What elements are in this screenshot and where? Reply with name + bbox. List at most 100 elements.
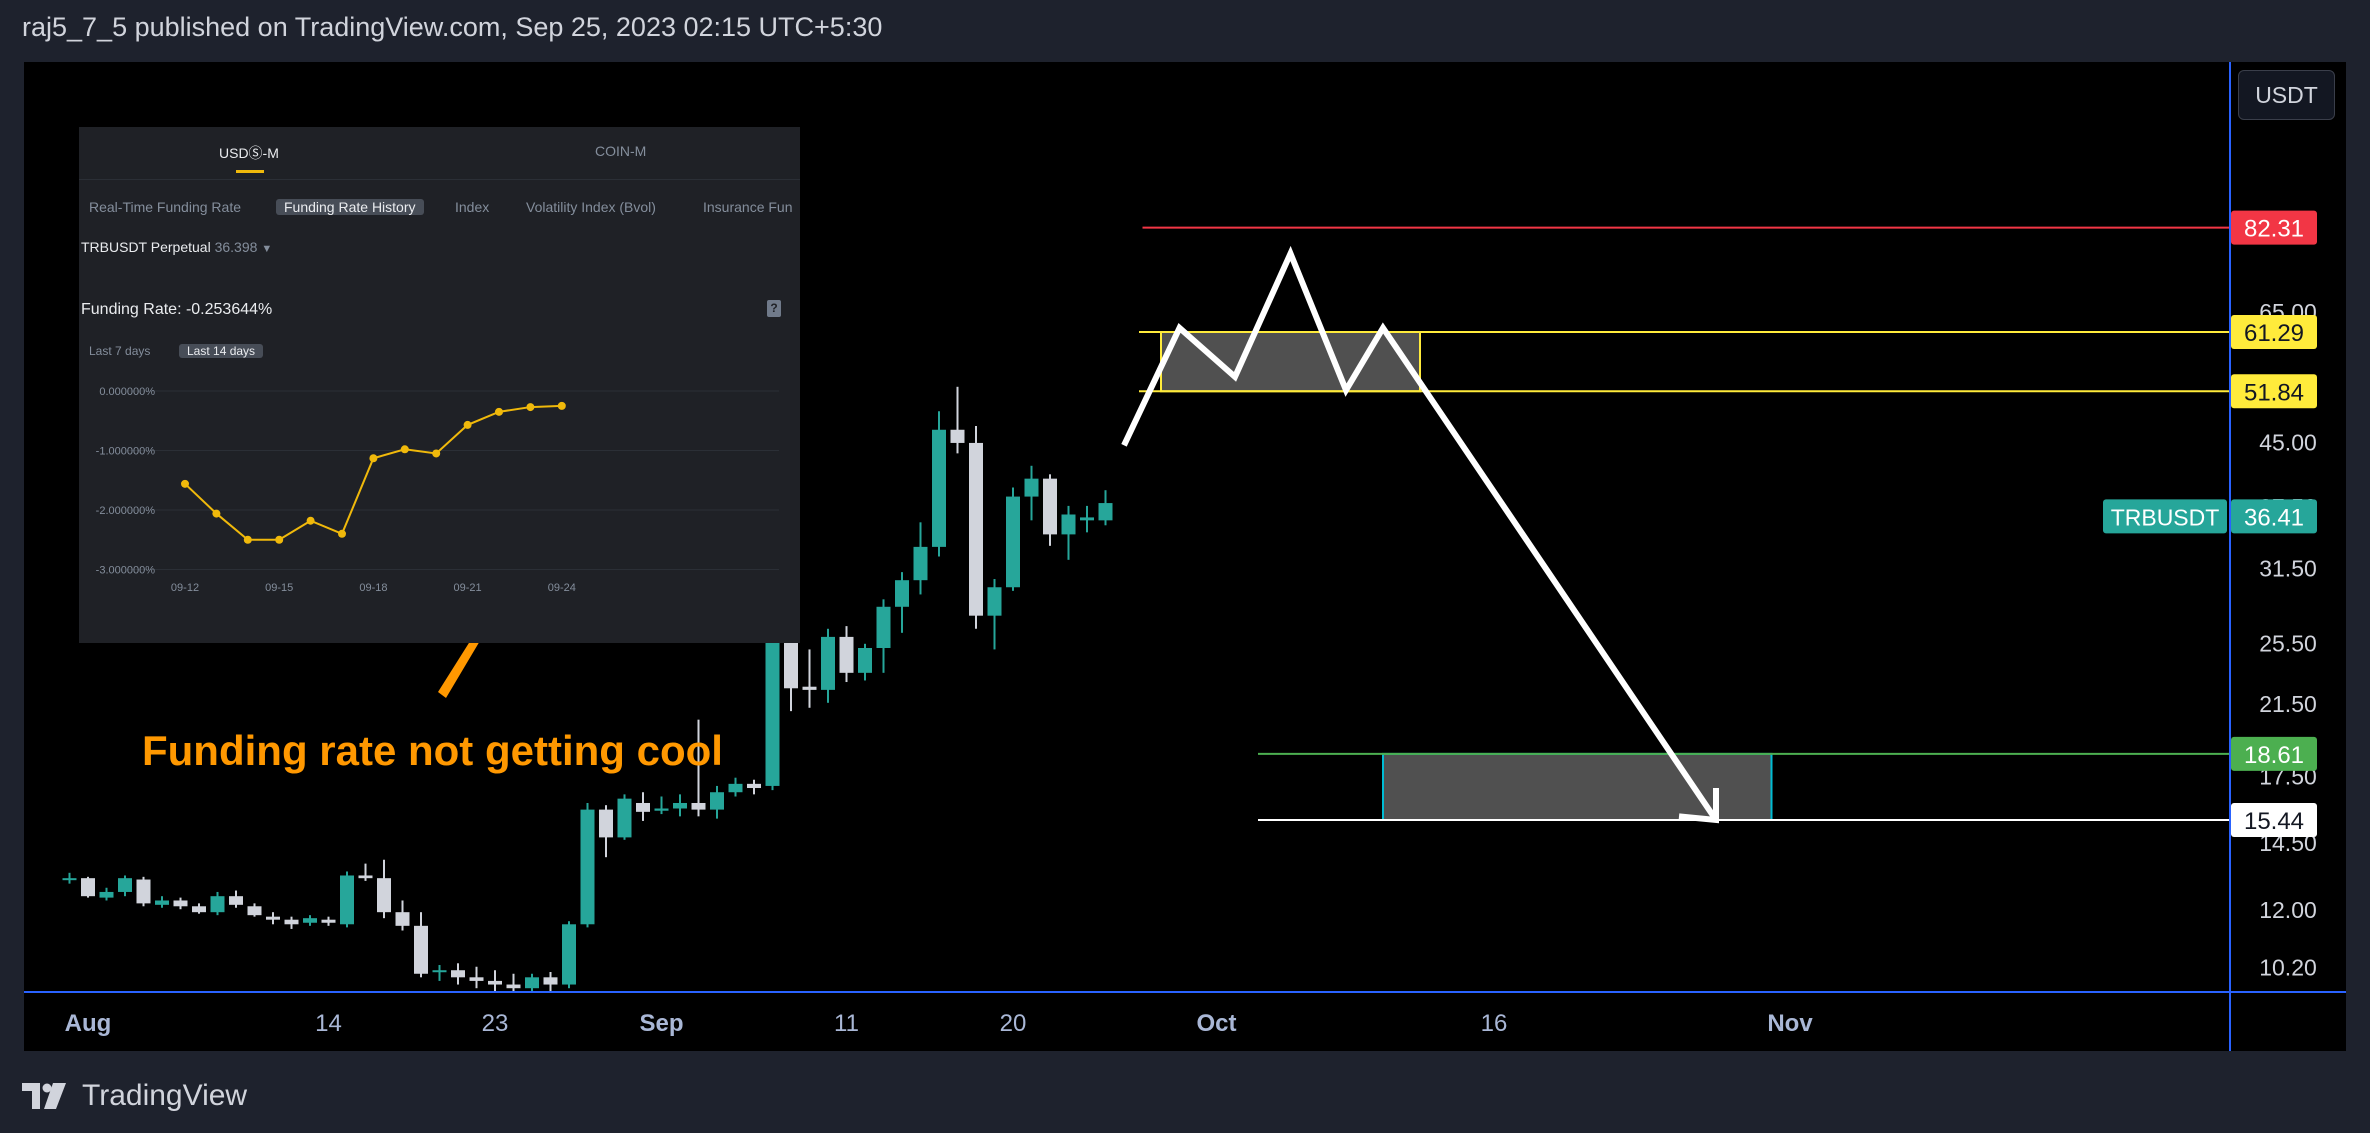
candle <box>229 890 243 908</box>
nav-funding-rate-history[interactable]: Funding Rate History <box>276 195 424 219</box>
y-tick-label: 31.50 <box>2259 556 2317 582</box>
tab-coin-m[interactable]: COIN-M <box>595 143 647 159</box>
candle <box>173 897 188 910</box>
candle <box>451 963 465 985</box>
candle-body <box>913 546 928 581</box>
candle <box>395 900 410 931</box>
candle <box>1080 505 1094 533</box>
range-7-days[interactable]: Last 7 days <box>89 344 151 358</box>
candle <box>839 626 854 683</box>
candle <box>802 649 817 708</box>
candle-body <box>488 980 502 985</box>
candle <box>728 777 743 797</box>
nav-funding-rate-history-label: Funding Rate History <box>276 199 424 215</box>
candle <box>340 871 354 928</box>
funding-rate-value: Funding Rate: -0.253644% <box>81 301 273 318</box>
inset-x-tick-label: 09-18 <box>359 582 387 594</box>
candle-body <box>765 639 780 786</box>
candle <box>136 876 151 907</box>
inset-x-tick-label: 09-15 <box>265 582 293 594</box>
candle-body <box>118 878 132 892</box>
candle <box>1006 487 1020 591</box>
candle <box>81 876 95 898</box>
nav-real-time-funding-rate[interactable]: Real-Time Funding Rate <box>89 199 241 215</box>
candle-body <box>469 977 484 981</box>
candle <box>1024 465 1039 521</box>
candle <box>414 912 428 978</box>
candle <box>358 863 373 881</box>
candle <box>525 973 539 992</box>
candle <box>710 785 724 819</box>
projection-arrow-head <box>1678 788 1719 824</box>
candle <box>691 719 706 817</box>
funding-rate-point <box>432 449 441 458</box>
funding-rate-point <box>495 407 503 416</box>
price-label-bg <box>2231 803 2317 837</box>
candle <box>654 796 669 815</box>
candle-body <box>321 919 336 923</box>
candle <box>266 912 280 925</box>
candle <box>210 891 225 916</box>
candle-body <box>1061 514 1076 535</box>
candle <box>506 973 521 992</box>
candle <box>247 903 262 917</box>
symbol-tag-text: TRBUSDT <box>2111 504 2220 530</box>
candle-body <box>747 783 761 789</box>
candle-body <box>1006 496 1020 588</box>
inset-x-tick-label: 09-12 <box>171 582 199 594</box>
currency-button[interactable]: USDT <box>2238 70 2335 120</box>
candle <box>1098 490 1113 526</box>
y-tick-label: 45.00 <box>2259 429 2317 455</box>
funding-rate-point <box>463 420 472 429</box>
nav-index[interactable]: Index <box>455 199 490 215</box>
candle <box>932 411 946 557</box>
candle-body <box>895 580 909 607</box>
candle-body <box>710 792 724 810</box>
range-14-days[interactable]: Last 14 days <box>179 339 264 363</box>
candle-body <box>340 875 354 925</box>
inset-y-tick-label: -1.000000% <box>96 446 156 458</box>
annotation-text: Funding rate not getting cool <box>142 727 723 774</box>
active-tab-underline <box>236 170 264 173</box>
price-label-text: 15.44 <box>2244 808 2304 835</box>
inset-y-tick-label: -3.000000% <box>96 565 156 577</box>
projection-path <box>1121 245 1719 822</box>
candle-body <box>1024 478 1039 497</box>
candle <box>747 779 761 795</box>
candle-body <box>284 919 299 925</box>
candle <box>580 802 595 928</box>
price-label: 18.61 <box>2231 736 2317 771</box>
price-label-bg <box>2231 499 2317 534</box>
candle <box>488 970 502 992</box>
footer-label: TradingView <box>82 1079 248 1112</box>
help-icon[interactable]: ? <box>767 300 781 317</box>
candle-body <box>876 606 891 649</box>
inset-y-tick-label: -2.000000% <box>96 505 156 517</box>
price-label-bg <box>2231 210 2317 245</box>
symbol-tag: TRBUSDT <box>2103 499 2227 534</box>
candle-body <box>192 906 206 913</box>
nav-insurance-fund[interactable]: Insurance Fun <box>703 199 793 215</box>
candle-body <box>155 900 169 905</box>
symbol-tag-bg <box>2103 499 2227 534</box>
funding-rate-point <box>338 529 346 538</box>
tab-usds-m[interactable]: USDⓈ-M <box>219 145 279 161</box>
candle-body <box>99 891 114 898</box>
price-label-bg <box>2231 315 2317 349</box>
price-label: 82.31 <box>2231 210 2317 245</box>
nav-volatility-index[interactable]: Volatility Index (Bvol) <box>526 199 656 215</box>
candle <box>1061 505 1076 560</box>
funding-rate-point <box>181 479 189 488</box>
x-tick-label: 20 <box>1000 1010 1027 1037</box>
y-tick-label: 25.50 <box>2259 630 2317 656</box>
price-label-bg <box>2231 736 2317 771</box>
candle-body <box>451 970 465 978</box>
candle-body <box>636 802 650 812</box>
candle-body <box>784 639 798 689</box>
candle <box>913 522 928 595</box>
symbol-selector[interactable]: TRBUSDT Perpetual 36.398 ▼ <box>81 239 272 255</box>
tradingview-logo-icon <box>22 1083 66 1109</box>
candle-body <box>1098 503 1113 521</box>
candle-body <box>303 918 317 923</box>
candle-body <box>932 429 946 547</box>
